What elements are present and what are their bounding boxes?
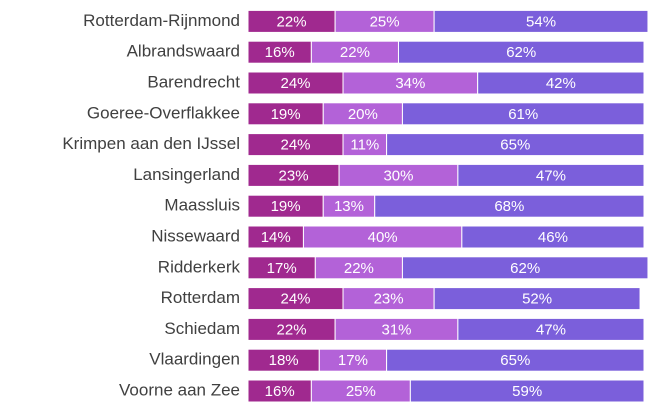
value-label: 62% xyxy=(510,260,540,277)
value-label: 23% xyxy=(279,167,309,184)
value-label: 25% xyxy=(370,13,400,30)
value-label: 22% xyxy=(277,13,307,30)
category-label: Rotterdam xyxy=(161,288,240,307)
value-label: 31% xyxy=(381,321,411,338)
value-label: 16% xyxy=(265,383,295,400)
value-label: 65% xyxy=(500,352,530,369)
category-label: Ridderkerk xyxy=(158,257,241,276)
value-label: 11% xyxy=(350,137,379,154)
value-label: 16% xyxy=(265,44,295,61)
category-label: Rotterdam-Rijnmond xyxy=(83,11,240,30)
category-label: Lansingerland xyxy=(133,165,240,184)
value-label: 19% xyxy=(271,198,301,215)
bar-segment xyxy=(409,379,645,403)
bar-segment xyxy=(433,9,649,33)
bar-segment xyxy=(457,317,645,341)
bar-segment xyxy=(477,71,645,95)
category-label: Goeree-Overflakkee xyxy=(87,103,240,122)
value-label: 46% xyxy=(538,229,568,246)
category-label: Maassluis xyxy=(164,196,240,215)
bar-segment xyxy=(457,163,645,187)
value-label: 14% xyxy=(261,229,291,246)
category-label: Nissewaard xyxy=(151,226,240,245)
value-label: 20% xyxy=(348,106,378,123)
bar-segment xyxy=(461,225,645,249)
value-label: 47% xyxy=(536,167,566,184)
category-label: Barendrecht xyxy=(147,72,240,91)
value-label: 13% xyxy=(334,198,364,215)
value-label: 62% xyxy=(506,44,536,61)
category-label: Krimpen aan den IJssel xyxy=(62,134,240,153)
value-label: 42% xyxy=(546,75,576,92)
value-label: 25% xyxy=(346,383,376,400)
value-label: 59% xyxy=(512,383,542,400)
value-label: 54% xyxy=(526,13,556,30)
value-label: 52% xyxy=(522,291,552,308)
bar-segment xyxy=(397,40,645,64)
value-label: 17% xyxy=(338,352,368,369)
value-label: 68% xyxy=(494,198,524,215)
value-label: 34% xyxy=(395,75,425,92)
category-label: Albrandswaard xyxy=(127,42,240,61)
bar-segment xyxy=(374,194,645,218)
value-label: 22% xyxy=(340,44,370,61)
bar-segment xyxy=(401,256,649,280)
bar-segment xyxy=(386,348,645,372)
bar-segment xyxy=(401,102,645,126)
value-label: 24% xyxy=(281,291,311,308)
value-label: 24% xyxy=(281,75,311,92)
bar-segment xyxy=(386,133,645,157)
value-label: 18% xyxy=(269,352,299,369)
value-label: 40% xyxy=(368,229,398,246)
value-label: 19% xyxy=(271,106,301,123)
category-label: Voorne aan Zee xyxy=(119,380,240,399)
value-label: 30% xyxy=(383,167,413,184)
value-label: 22% xyxy=(344,260,374,277)
bar-segment xyxy=(433,287,641,311)
value-label: 61% xyxy=(508,106,538,123)
value-label: 24% xyxy=(281,137,311,154)
value-label: 47% xyxy=(536,321,566,338)
value-label: 65% xyxy=(500,137,530,154)
value-label: 17% xyxy=(267,260,297,277)
value-label: 23% xyxy=(374,291,404,308)
value-label: 22% xyxy=(277,321,307,338)
category-label: Vlaardingen xyxy=(149,350,240,369)
category-label: Schiedam xyxy=(164,319,240,338)
